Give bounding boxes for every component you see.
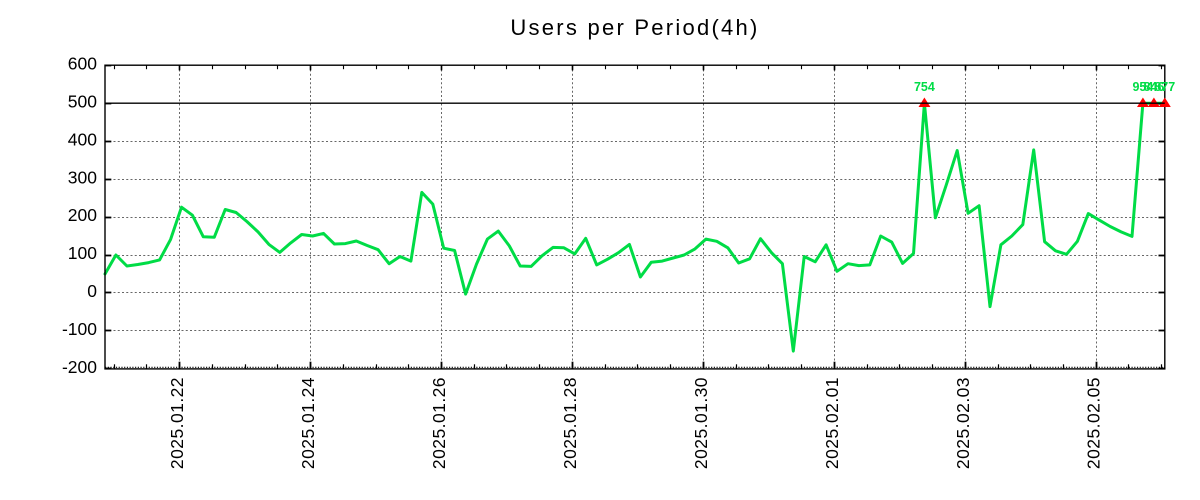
- svg-text:Users per Period(4h): Users per Period(4h): [510, 15, 759, 40]
- svg-text:0: 0: [87, 281, 97, 301]
- svg-text:2025.01.28: 2025.01.28: [560, 377, 580, 469]
- svg-text:400: 400: [68, 129, 97, 149]
- svg-text:2025.01.26: 2025.01.26: [429, 377, 449, 469]
- svg-text:754: 754: [914, 80, 935, 94]
- svg-text:2025.02.01: 2025.02.01: [822, 377, 842, 469]
- svg-text:-200: -200: [62, 357, 97, 377]
- svg-text:-100: -100: [62, 319, 97, 339]
- svg-text:2025.02.05: 2025.02.05: [1084, 377, 1104, 469]
- svg-text:100: 100: [68, 243, 97, 263]
- svg-text:2025.01.24: 2025.01.24: [298, 377, 318, 469]
- svg-text:877: 877: [1154, 80, 1175, 94]
- svg-text:2025.01.30: 2025.01.30: [691, 377, 711, 469]
- svg-text:2025.01.22: 2025.01.22: [167, 377, 187, 469]
- svg-text:300: 300: [68, 167, 97, 187]
- svg-text:2025.02.03: 2025.02.03: [953, 377, 973, 469]
- svg-text:500: 500: [68, 91, 97, 111]
- svg-text:954: 954: [1132, 80, 1153, 94]
- svg-text:846: 846: [1143, 80, 1164, 94]
- svg-text:200: 200: [68, 205, 97, 225]
- svg-text:600: 600: [68, 53, 97, 73]
